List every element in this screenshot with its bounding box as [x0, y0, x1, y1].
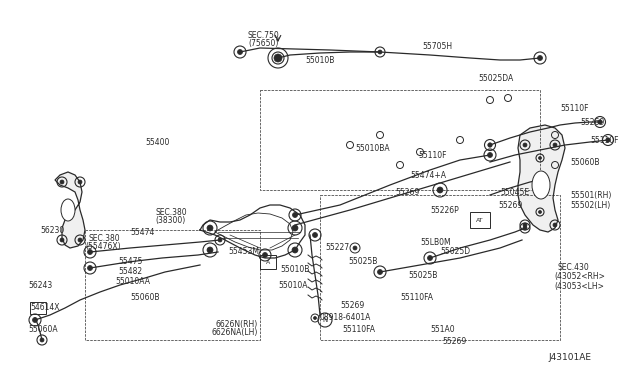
Text: SEC.380: SEC.380: [155, 208, 187, 217]
Circle shape: [275, 55, 280, 61]
Text: 55501(RH): 55501(RH): [570, 190, 611, 199]
Circle shape: [237, 49, 243, 55]
Text: (43053<LH>: (43053<LH>: [554, 282, 604, 291]
Text: 55010B: 55010B: [280, 266, 309, 275]
Circle shape: [40, 338, 44, 342]
Text: (75650): (75650): [248, 38, 278, 48]
Text: 55475: 55475: [118, 257, 142, 266]
Circle shape: [428, 256, 433, 260]
Text: (55476X): (55476X): [85, 241, 120, 250]
Text: 55010BA: 55010BA: [355, 144, 390, 153]
Text: 54614X: 54614X: [30, 304, 60, 312]
Circle shape: [292, 225, 298, 231]
Text: 551A0: 551A0: [430, 326, 454, 334]
Circle shape: [538, 157, 541, 160]
Circle shape: [523, 223, 527, 227]
Circle shape: [78, 238, 82, 242]
Text: (38300): (38300): [155, 215, 185, 224]
Text: 55110F: 55110F: [560, 103, 589, 112]
Circle shape: [262, 253, 268, 257]
Text: 55025DA: 55025DA: [478, 74, 513, 83]
Text: 56230: 56230: [40, 225, 64, 234]
Text: 55269: 55269: [442, 337, 467, 346]
Text: 55502(LH): 55502(LH): [570, 201, 611, 209]
Circle shape: [60, 180, 64, 184]
Text: 55705H: 55705H: [422, 42, 452, 51]
Text: 6626NA(LH): 6626NA(LH): [212, 328, 259, 337]
Text: 55010A: 55010A: [278, 280, 307, 289]
Circle shape: [598, 120, 602, 124]
Circle shape: [553, 223, 557, 227]
Polygon shape: [518, 125, 565, 232]
Text: 55025B: 55025B: [408, 270, 437, 279]
Text: 55010AA: 55010AA: [115, 278, 150, 286]
Circle shape: [60, 238, 64, 242]
Circle shape: [538, 211, 541, 214]
Text: 55453M: 55453M: [228, 247, 259, 257]
Circle shape: [488, 143, 492, 147]
Text: A: A: [266, 260, 270, 264]
Text: 6626N(RH): 6626N(RH): [215, 321, 257, 330]
Text: J43101AE: J43101AE: [548, 353, 591, 362]
Text: SEC.430: SEC.430: [558, 263, 589, 273]
Text: 55025D: 55025D: [440, 247, 470, 257]
Circle shape: [292, 212, 298, 218]
Text: 55269: 55269: [395, 187, 419, 196]
Polygon shape: [55, 172, 85, 248]
Circle shape: [218, 238, 222, 242]
Text: 55269: 55269: [340, 301, 364, 310]
Circle shape: [553, 143, 557, 147]
Ellipse shape: [61, 199, 75, 221]
Text: 56243: 56243: [28, 280, 52, 289]
Circle shape: [606, 138, 610, 142]
Text: 55474+A: 55474+A: [410, 170, 446, 180]
Ellipse shape: [532, 171, 550, 199]
Text: 55060B: 55060B: [130, 294, 159, 302]
Text: 55269: 55269: [498, 201, 522, 209]
Text: 55474: 55474: [130, 228, 154, 237]
Circle shape: [378, 269, 383, 275]
Text: 55110FA: 55110FA: [400, 294, 433, 302]
Text: 55LB0M: 55LB0M: [420, 237, 451, 247]
Text: 55269: 55269: [580, 118, 604, 126]
Circle shape: [437, 187, 443, 193]
Text: SEC.380: SEC.380: [88, 234, 120, 243]
Text: 55400: 55400: [145, 138, 170, 147]
Circle shape: [207, 225, 213, 231]
Text: 55110FA: 55110FA: [342, 326, 375, 334]
Text: 55060A: 55060A: [28, 326, 58, 334]
Circle shape: [353, 246, 357, 250]
Text: 55025B: 55025B: [348, 257, 378, 266]
Circle shape: [314, 317, 317, 320]
Circle shape: [207, 247, 213, 253]
Bar: [470, 212, 490, 228]
Circle shape: [378, 50, 382, 54]
Text: (43052<RH>: (43052<RH>: [554, 273, 605, 282]
Circle shape: [78, 180, 82, 184]
Text: 55482: 55482: [118, 267, 142, 276]
Text: 55110F: 55110F: [590, 135, 618, 144]
Text: 55226P: 55226P: [430, 205, 459, 215]
Circle shape: [292, 247, 298, 253]
Text: N: N: [323, 317, 328, 323]
Circle shape: [88, 250, 93, 254]
Text: AT: AT: [476, 218, 484, 222]
Text: 55110F: 55110F: [418, 151, 447, 160]
Circle shape: [33, 317, 38, 323]
Circle shape: [523, 226, 527, 230]
Circle shape: [488, 153, 493, 157]
Text: 55010B: 55010B: [305, 55, 334, 64]
Text: SEC.750: SEC.750: [248, 31, 280, 39]
Bar: [30, 302, 46, 314]
Text: 55060B: 55060B: [570, 157, 600, 167]
Circle shape: [523, 143, 527, 147]
Circle shape: [274, 54, 282, 62]
Text: 55227: 55227: [325, 244, 349, 253]
Circle shape: [88, 266, 93, 270]
Circle shape: [538, 55, 543, 61]
Text: 08918-6401A: 08918-6401A: [320, 314, 371, 323]
Bar: [260, 255, 276, 269]
Circle shape: [312, 232, 317, 237]
Text: 55045E: 55045E: [500, 187, 529, 196]
